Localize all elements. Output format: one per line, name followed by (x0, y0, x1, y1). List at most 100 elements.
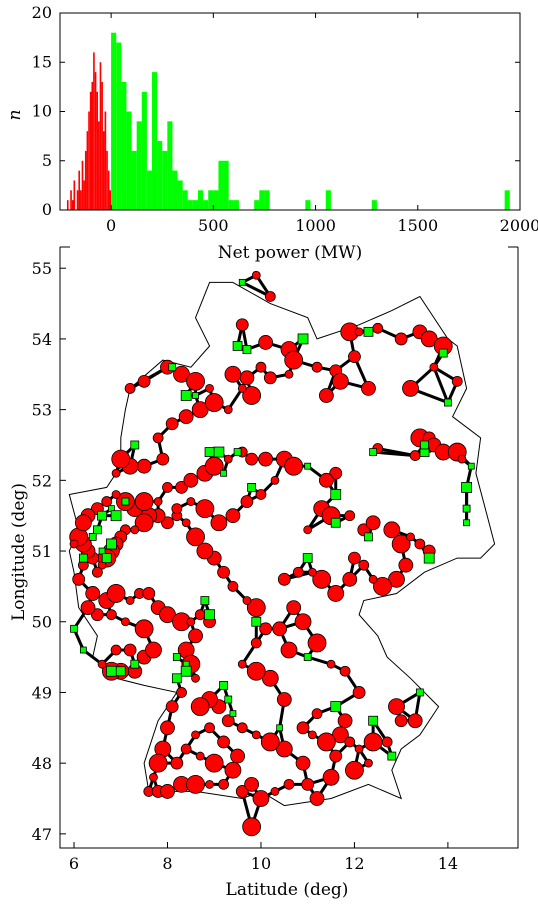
negative-power-node (409, 450, 421, 461)
map-y-tick-label: 47 (32, 825, 52, 844)
negative-power-node (195, 499, 215, 519)
negative-power-node (263, 371, 277, 385)
negative-power-node (142, 587, 156, 600)
negative-power-node (227, 580, 239, 592)
histogram-bars (66, 32, 510, 211)
histogram-x-tick-label: 0 (106, 216, 116, 235)
map-y-tick-label: 48 (32, 754, 52, 773)
histogram-y-ticks: 0 5 10 15 20 (32, 3, 520, 219)
negative-power-node (210, 514, 228, 532)
map-frame (59, 246, 519, 849)
positive-power-node (106, 665, 117, 677)
negative-power-node (101, 496, 113, 507)
histogram-bar (208, 190, 214, 210)
negative-power-node (365, 515, 381, 531)
negative-power-node (205, 779, 214, 789)
positive-power-node (238, 278, 246, 286)
negative-power-node (204, 393, 224, 412)
positive-power-node (297, 333, 309, 345)
negative-power-node (277, 572, 291, 586)
histogram-bar (157, 141, 163, 210)
negative-power-node (170, 756, 184, 770)
negative-power-node (134, 492, 154, 511)
negative-power-node (344, 736, 356, 748)
positive-power-node (220, 469, 227, 477)
histogram-bar (104, 111, 107, 210)
positive-power-node (115, 666, 126, 677)
negative-power-node (165, 700, 179, 713)
negative-power-node (230, 748, 245, 764)
negative-power-node (134, 619, 154, 639)
negative-power-node (160, 720, 175, 736)
negative-power-node (358, 559, 370, 571)
histogram-bar (109, 190, 112, 210)
histogram-bar (83, 180, 85, 210)
negative-power-node (329, 749, 343, 763)
histogram-bar (182, 190, 188, 210)
negative-power-node (195, 751, 205, 761)
negative-power-node (91, 566, 103, 578)
negative-power-node (223, 405, 233, 415)
negative-power-node (255, 489, 267, 500)
histogram-bar (71, 200, 74, 210)
negative-power-node (381, 736, 393, 748)
histogram-bar (162, 150, 168, 210)
map-x-label: Latitude (deg) (226, 880, 349, 900)
histogram-bar (146, 170, 152, 210)
negative-power-node (286, 600, 302, 615)
histogram-x-ticks: 0 500 1000 1500 2000 (106, 13, 538, 235)
negative-power-node (90, 608, 104, 622)
negative-power-node (301, 777, 315, 791)
negative-power-node (260, 732, 280, 752)
negative-power-node (235, 318, 249, 332)
histogram-bar (254, 200, 260, 210)
histogram-bar (141, 91, 147, 210)
negative-power-node (295, 755, 311, 771)
negative-power-node (361, 381, 376, 396)
negative-power-node (148, 753, 168, 773)
negative-power-node (255, 361, 267, 373)
histogram-bar (94, 72, 97, 210)
negative-power-node (272, 621, 288, 637)
negative-power-node (364, 758, 373, 768)
negative-power-node (110, 644, 122, 656)
negative-power-node (383, 521, 401, 539)
negative-power-node (312, 569, 332, 589)
histogram-bar (259, 190, 265, 210)
negative-power-node (326, 659, 336, 669)
positive-power-node (462, 504, 471, 513)
negative-power-node (345, 760, 364, 780)
negative-power-node (373, 576, 392, 596)
negative-power-node (242, 817, 262, 837)
negative-power-node (246, 598, 266, 617)
negative-power-node (181, 518, 191, 528)
positive-power-node (79, 646, 87, 654)
positive-power-node (130, 659, 140, 669)
negative-power-node (153, 497, 163, 506)
negative-power-node (204, 722, 215, 734)
histogram-bar (106, 150, 108, 210)
histogram-bar (172, 170, 178, 210)
positive-power-node (92, 525, 102, 535)
histogram-bar (84, 150, 87, 210)
negative-power-node (218, 778, 229, 790)
negative-power-node (72, 572, 86, 586)
positive-power-node (330, 517, 341, 528)
negative-power-node (137, 374, 151, 388)
negative-power-node (307, 633, 327, 653)
positive-power-node (213, 446, 225, 458)
negative-power-node (121, 617, 130, 627)
negative-power-node (342, 571, 358, 587)
negative-power-node (237, 384, 247, 393)
negative-power-node (316, 732, 336, 752)
positive-power-node (443, 398, 452, 407)
histogram-bar (264, 190, 270, 210)
negative-power-node (191, 673, 200, 683)
histogram-bar (233, 200, 239, 210)
negative-power-node (106, 584, 126, 603)
positive-power-node (70, 624, 78, 633)
negative-power-node (239, 370, 255, 386)
positive-power-node (224, 695, 233, 704)
negative-power-node (258, 451, 274, 467)
